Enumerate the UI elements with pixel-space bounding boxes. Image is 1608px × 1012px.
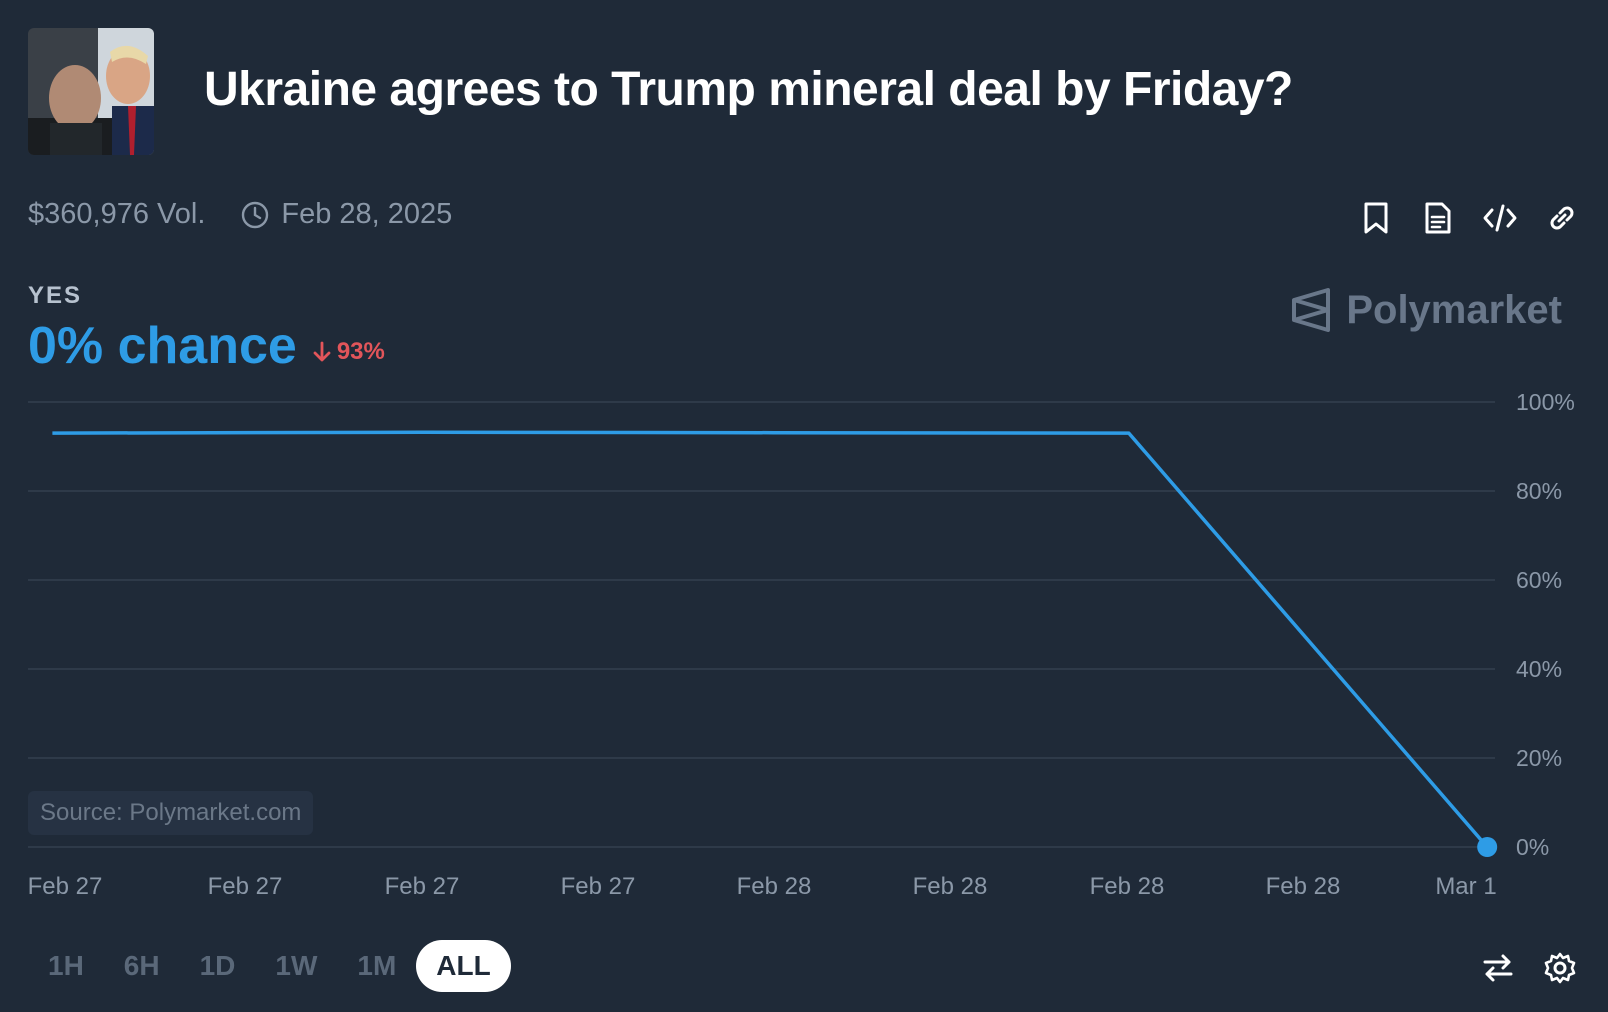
end-date-text: Feb 28, 2025 xyxy=(281,198,453,230)
range-1d[interactable]: 1D xyxy=(199,950,236,981)
x-tick-label: Feb 28 xyxy=(1090,873,1165,900)
range-1m[interactable]: 1M xyxy=(357,950,397,981)
document-icon[interactable] xyxy=(1416,196,1460,240)
x-tick-label: Mar 1 xyxy=(1435,873,1496,900)
series-line xyxy=(52,430,1489,849)
outcome-chance: 0% chance 93% xyxy=(28,316,385,376)
gear-icon[interactable] xyxy=(1538,946,1582,990)
x-tick-label: Feb 27 xyxy=(208,873,283,900)
range-6h[interactable]: 6H xyxy=(123,950,160,981)
chart-controls xyxy=(1458,946,1582,990)
bookmark-icon[interactable] xyxy=(1354,196,1398,240)
x-tick-label: Feb 28 xyxy=(913,873,988,900)
price-chart: 100% 80% 60% 40% 20% 0% Feb 27 Feb 27 Feb 27 Feb … xyxy=(28,389,1575,900)
y-tick-label: 20% xyxy=(1516,745,1562,771)
market-thumbnail xyxy=(28,28,154,155)
clock-icon xyxy=(242,201,269,228)
swap-icon[interactable] xyxy=(1476,946,1520,990)
brand-watermark: Polymarket xyxy=(1290,286,1562,334)
source-label: Source: Polymarket.com xyxy=(28,791,314,835)
code-embed-icon[interactable] xyxy=(1478,196,1522,240)
polymarket-logo-icon xyxy=(1292,288,1331,332)
brand-name: Polymarket xyxy=(1346,287,1562,332)
range-all[interactable]: ALL xyxy=(416,940,511,992)
x-tick-label: Feb 27 xyxy=(561,873,636,900)
x-tick-label: Feb 27 xyxy=(28,873,103,900)
y-tick-label: 60% xyxy=(1516,567,1562,593)
y-tick-label: 80% xyxy=(1516,478,1562,504)
chance-value: 0% chance xyxy=(28,317,297,375)
x-tick-label: Feb 28 xyxy=(1266,873,1341,900)
market-actions xyxy=(1336,196,1584,240)
market-meta: $360,976 Vol. Feb 28, 2025 xyxy=(28,198,452,231)
y-tick-label: 40% xyxy=(1516,656,1562,682)
end-date: Feb 28, 2025 xyxy=(241,198,452,231)
market-title: Ukraine agrees to Trump mineral deal by … xyxy=(204,63,1293,116)
volume-text: $360,976 Vol. xyxy=(28,198,206,230)
x-tick-label: Feb 27 xyxy=(385,873,460,900)
change-badge: 93% xyxy=(313,338,385,366)
y-tick-label: 100% xyxy=(1516,389,1575,415)
link-icon[interactable] xyxy=(1540,196,1584,240)
range-1h[interactable]: 1H xyxy=(48,950,84,981)
change-value: 93% xyxy=(336,338,385,365)
time-range-selector: 1H 6H 1D 1W 1M ALL xyxy=(28,940,511,992)
arrow-down-icon xyxy=(313,341,331,362)
range-1w[interactable]: 1W xyxy=(275,950,318,981)
current-point xyxy=(1477,837,1498,857)
outcome-label: YES xyxy=(28,282,83,309)
x-tick-label: Feb 28 xyxy=(737,873,812,900)
y-tick-label: 0% xyxy=(1516,834,1549,860)
